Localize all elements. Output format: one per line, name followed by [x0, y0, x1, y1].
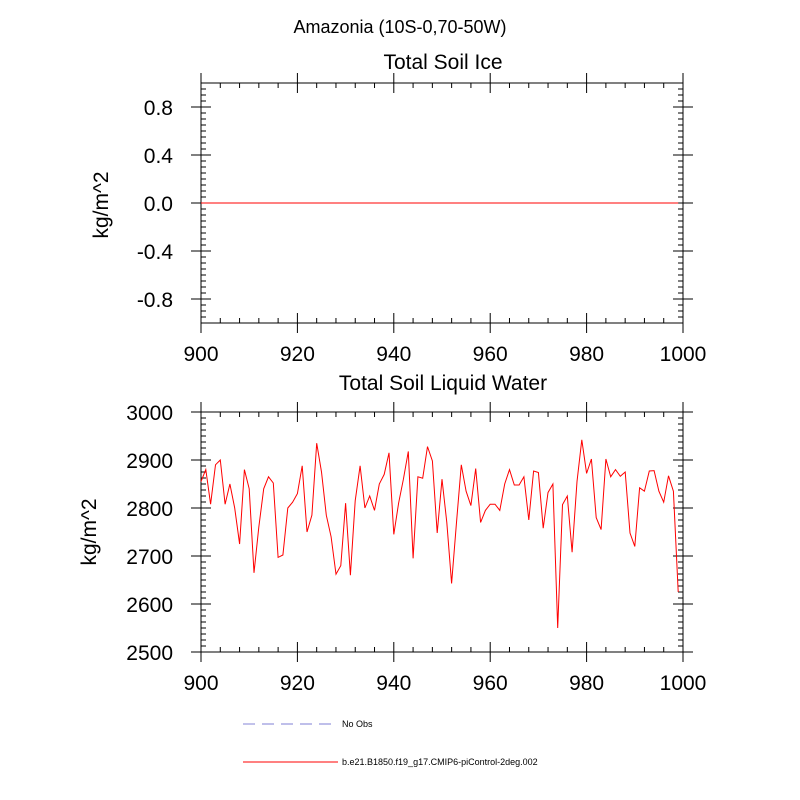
- figure-title: Amazonia (10S-0,70-50W): [293, 17, 506, 37]
- y-tick-label: 2700: [126, 546, 173, 569]
- y-tick-label: 2900: [126, 450, 173, 473]
- x-tick-label: 960: [473, 672, 508, 695]
- panel-title: Total Soil Liquid Water: [339, 372, 547, 395]
- y-tick-label: 3000: [126, 402, 173, 425]
- y-tick-label: 2500: [126, 642, 173, 665]
- y-tick-label: 2800: [126, 498, 173, 521]
- x-tick-label: 900: [183, 343, 218, 366]
- legend-obs-label: No Obs: [342, 719, 373, 729]
- y-tick-label: 0.0: [144, 193, 173, 216]
- y-tick-label: 0.8: [144, 97, 173, 120]
- panel-title: Total Soil Ice: [383, 51, 502, 74]
- y-axis: -0.8 -0.4 0.0 0.4 0.8: [137, 82, 693, 324]
- x-tick-label: 900: [183, 672, 218, 695]
- y-tick-label: 0.4: [144, 145, 174, 168]
- y-axis-label: kg/m^2: [90, 171, 113, 238]
- x-tick-label: 980: [569, 343, 604, 366]
- x-tick-label: 920: [280, 343, 315, 366]
- x-tick-label: 1000: [660, 672, 707, 695]
- x-tick-label: 980: [569, 672, 604, 695]
- y-tick-label: 2600: [126, 594, 173, 617]
- x-axis: 900 920 940 960 980 1000: [183, 73, 706, 366]
- y-axis-label: kg/m^2: [78, 498, 101, 565]
- legend-model-label: b.e21.B1850.f19_g17.CMIP6-piControl-2deg…: [342, 757, 538, 767]
- x-tick-label: 1000: [660, 343, 707, 366]
- x-axis: 900 920 940 960 980 1000: [183, 402, 706, 695]
- x-tick-label: 940: [376, 343, 411, 366]
- plot-frame: [200, 411, 684, 653]
- x-tick-label: 940: [376, 672, 411, 695]
- x-tick-label: 960: [473, 343, 508, 366]
- series-layer: [200, 439, 679, 629]
- panel-soil-ice: Total Soil Ice kg/m^2 900 920 940 960 980 100…: [90, 51, 706, 366]
- y-axis: 2500 2600 2700 2800 2900 3000: [126, 402, 693, 665]
- y-tick-label: -0.4: [137, 241, 174, 264]
- y-tick-label: -0.8: [137, 289, 173, 312]
- x-tick-label: 920: [280, 672, 315, 695]
- legend: No Obs b.e21.B1850.f19_g17.CMIP6-piContr…: [243, 719, 538, 767]
- panel-soil-liquid-water: Total Soil Liquid Water kg/m^2 900 920 940…: [78, 372, 706, 695]
- series-line: [200, 439, 679, 629]
